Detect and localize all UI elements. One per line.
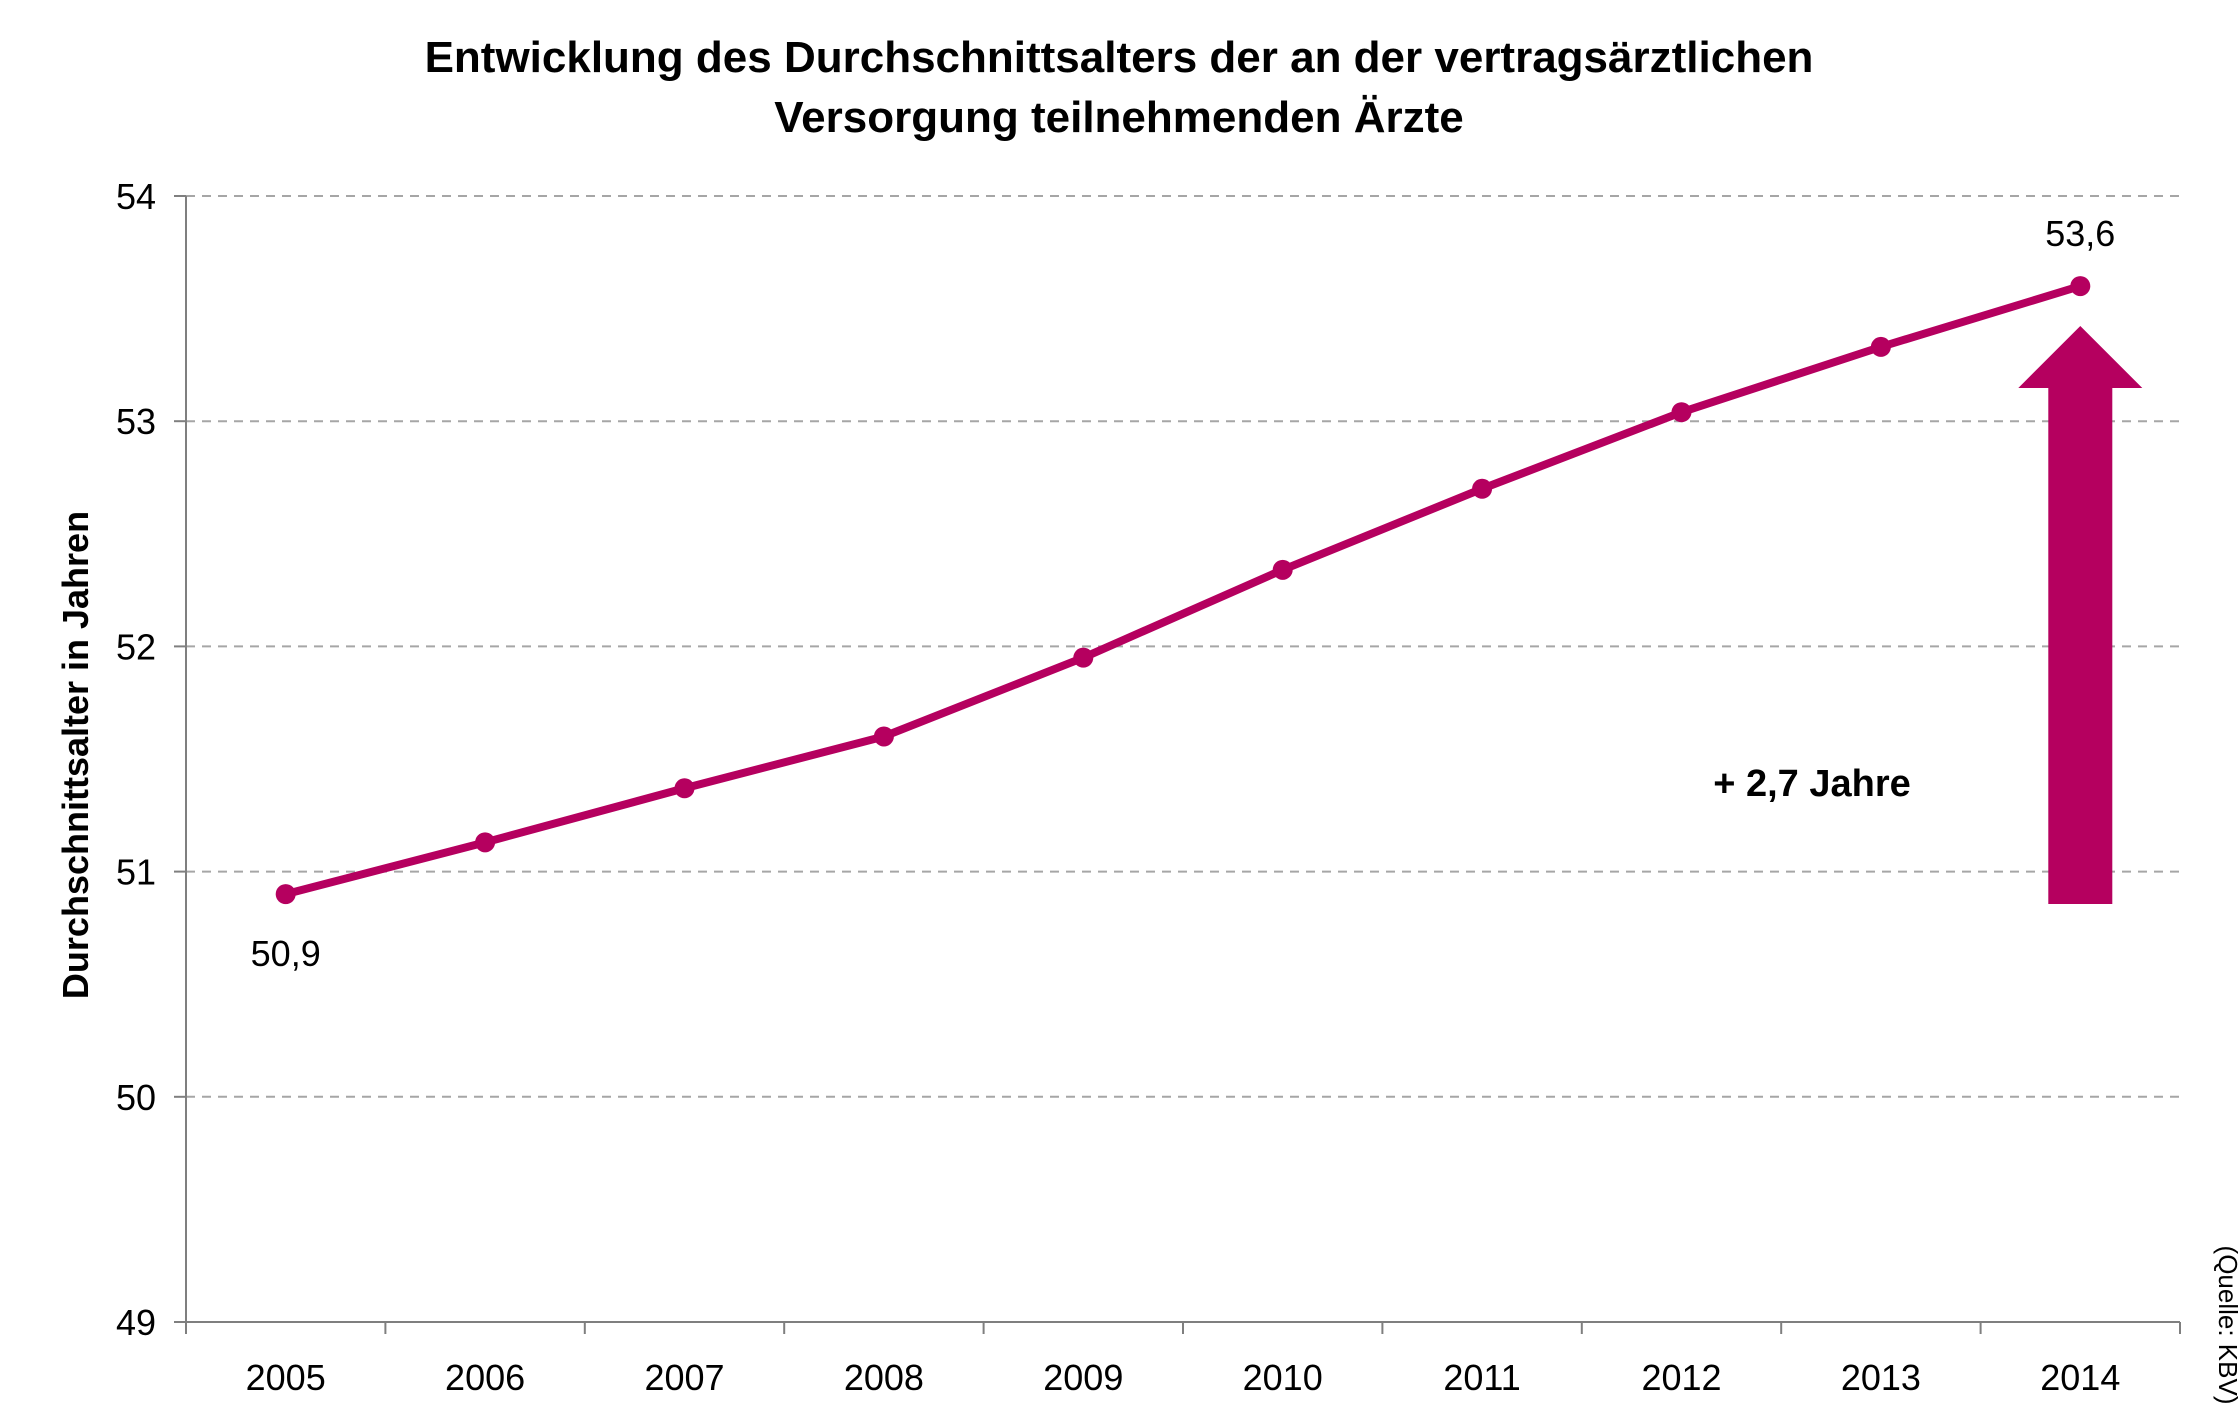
arrow-up-icon bbox=[2018, 326, 2143, 904]
x-tick-label: 2005 bbox=[246, 1357, 326, 1398]
data-point bbox=[2070, 276, 2091, 297]
data-point bbox=[674, 778, 695, 799]
y-tick-label: 54 bbox=[116, 176, 156, 217]
x-tick-label: 2008 bbox=[844, 1357, 924, 1398]
series-path bbox=[281, 282, 2085, 899]
data-label: 53,6 bbox=[2045, 213, 2115, 254]
data-point bbox=[1671, 402, 1692, 423]
axes bbox=[174, 195, 2181, 1334]
y-tick-label: 53 bbox=[116, 401, 156, 442]
data-point bbox=[1472, 478, 1493, 499]
source-note: (Quelle: KBV) bbox=[2213, 1246, 2238, 1405]
x-tick-label: 2013 bbox=[1841, 1357, 1921, 1398]
gridlines bbox=[186, 195, 2180, 1098]
x-tick-label: 2006 bbox=[445, 1357, 525, 1398]
increase-annotation: + 2,7 Jahre bbox=[1713, 763, 1911, 805]
y-tick-label: 52 bbox=[116, 626, 156, 667]
data-point bbox=[873, 726, 894, 747]
y-tick-label: 51 bbox=[116, 852, 156, 893]
data-point bbox=[1272, 559, 1293, 580]
chart-title-line-2: Versorgung teilnehmenden Ärzte bbox=[774, 93, 1463, 142]
x-tick-label: 2012 bbox=[1641, 1357, 1721, 1398]
x-tick-label: 2007 bbox=[644, 1357, 724, 1398]
x-tick-label: 2009 bbox=[1043, 1357, 1123, 1398]
y-axis-label: Durchschnittsalter in Jahren bbox=[55, 511, 96, 999]
data-point bbox=[1073, 647, 1094, 668]
x-tick-labels: 2005 2006 2007 2008 2009 2010 2011 2012 2013 2014 bbox=[246, 1357, 2121, 1398]
data-labels: 50,9 53,6 bbox=[251, 213, 2116, 974]
data-point bbox=[1870, 336, 1891, 357]
chart-title-line-1: Entwicklung des Durchschnittsalters der … bbox=[425, 33, 1814, 82]
data-point bbox=[475, 832, 496, 853]
y-tick-labels: 49 50 51 52 53 54 bbox=[116, 176, 156, 1343]
x-tick-label: 2010 bbox=[1243, 1357, 1323, 1398]
series-line bbox=[275, 276, 2091, 905]
data-point bbox=[275, 884, 296, 905]
data-label: 50,9 bbox=[251, 933, 321, 974]
chart-title: Entwicklung des Durchschnittsalters der … bbox=[425, 33, 1814, 142]
y-tick-label: 49 bbox=[116, 1302, 156, 1343]
y-tick-label: 50 bbox=[116, 1077, 156, 1118]
x-tick-label: 2011 bbox=[1443, 1357, 1520, 1398]
increase-arrow bbox=[2018, 326, 2143, 904]
x-tick-label: 2014 bbox=[2040, 1357, 2120, 1398]
